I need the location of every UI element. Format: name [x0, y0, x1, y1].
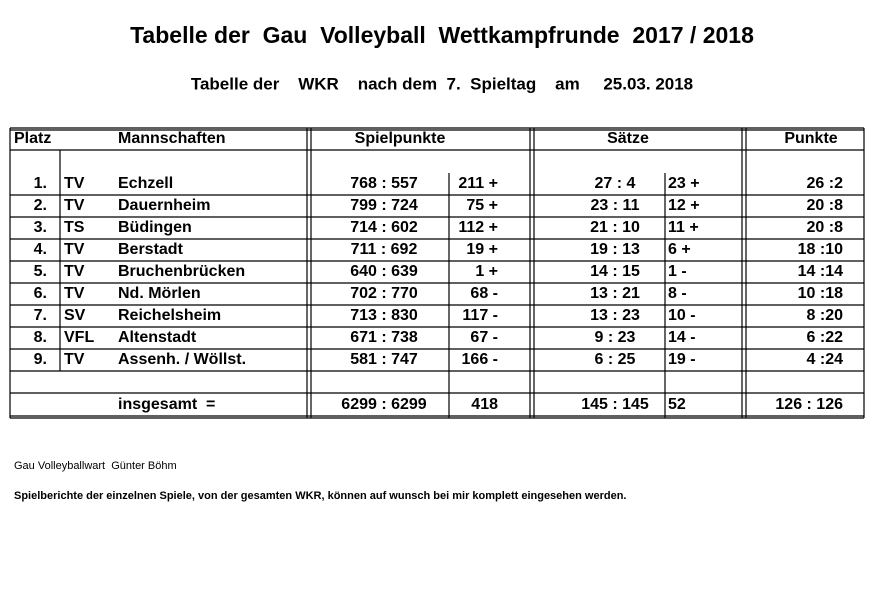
table-cell: 67 -	[470, 329, 498, 346]
note: Spielberichte der einzelnen Spiele, von …	[14, 490, 626, 502]
table-cell: 1.	[34, 175, 47, 192]
table-cell: 19 -	[668, 351, 696, 368]
table-cell: 671 : 738	[350, 329, 418, 346]
table-cell: TV	[64, 197, 85, 214]
table-cell: Berstadt	[118, 241, 184, 258]
table-cell: Assenh. / Wöllst.	[118, 351, 246, 368]
table-cell: 714 : 602	[350, 219, 418, 236]
total-cell: 145 : 145	[581, 396, 649, 413]
table-cell: 5.	[34, 263, 47, 280]
table-cell: 27 : 4	[595, 175, 636, 192]
table-cell: Dauernheim	[118, 197, 210, 214]
table-cell: 166 -	[462, 351, 498, 368]
table-cell: 4.	[34, 241, 47, 258]
table-cell: 68 -	[470, 285, 498, 302]
table-cell: 13 : 21	[590, 285, 640, 302]
header-cell: Mannschaften	[118, 130, 226, 147]
header-cell: Sätze	[607, 130, 649, 147]
table-cell: 12 +	[668, 197, 700, 214]
table-cell: 6.	[34, 285, 47, 302]
table-cell: 581 : 747	[350, 351, 418, 368]
table-cell: TV	[64, 241, 85, 258]
table-cell: TV	[64, 285, 85, 302]
table-cell: 20 :8	[807, 197, 844, 214]
table-cell: Altenstadt	[118, 329, 197, 346]
total-cell: 418	[471, 396, 498, 413]
table-cell: 1 -	[668, 263, 687, 280]
table-cell: 19 : 13	[590, 241, 640, 258]
table-cell: 1 +	[475, 263, 498, 280]
table-cell: TV	[64, 263, 85, 280]
table-cell: 7.	[34, 307, 47, 324]
table-cell: 702 : 770	[350, 285, 418, 302]
subtitle: Tabelle der WKR nach dem 7. Spieltag am …	[191, 74, 693, 93]
header-cell: Spielpunkte	[355, 130, 446, 147]
table-cell: 23 : 11	[591, 197, 640, 214]
table-cell: 4 :24	[807, 351, 844, 368]
table-cell: Nd. Mörlen	[118, 285, 201, 302]
table-cell: 9.	[34, 351, 47, 368]
total-cell: 52	[668, 396, 686, 413]
table-cell: Büdingen	[118, 219, 192, 236]
table-cell: 10 :18	[798, 285, 843, 302]
table-cell: 713 : 830	[350, 307, 418, 324]
table-cell: TV	[64, 175, 85, 192]
table-cell: 117 -	[462, 307, 498, 324]
table-cell: 112 +	[458, 219, 498, 236]
table-cell: 8.	[34, 329, 47, 346]
header-cell: Punkte	[784, 130, 837, 147]
table-cell: 799 : 724	[350, 197, 418, 214]
table-cell: 23 +	[668, 175, 700, 192]
table-cell: 768 : 557	[350, 175, 418, 192]
table-cell: 6 +	[668, 241, 691, 258]
table-cell: 10 -	[668, 307, 696, 324]
table-cell: 75 +	[466, 197, 498, 214]
table-cell: 11 +	[668, 219, 699, 236]
table-cell: 8 :20	[807, 307, 844, 324]
table-cell: 14 : 15	[590, 263, 640, 280]
table-cell: VFL	[64, 329, 94, 346]
table-cell: 26 :2	[807, 175, 844, 192]
table-cell: 711 : 692	[351, 241, 418, 258]
table-cell: TV	[64, 351, 85, 368]
table-cell: 8 -	[668, 285, 687, 302]
table-cell: 6 : 25	[595, 351, 636, 368]
table-cell: 3.	[34, 219, 47, 236]
table-cell: 640 : 639	[350, 263, 418, 280]
header-cell: Platz	[14, 130, 51, 147]
table-cell: 211 +	[458, 175, 498, 192]
table-cell: SV	[64, 307, 86, 324]
table-cell: 14 -	[668, 329, 696, 346]
table-cell: 13 : 23	[590, 307, 640, 324]
signature: Gau Volleyballwart Günter Böhm	[14, 460, 177, 472]
table-cell: 6 :22	[807, 329, 844, 346]
title: Tabelle der Gau Volleyball Wettkampfrund…	[130, 22, 754, 48]
total-cell: 126 : 126	[775, 396, 843, 413]
table-cell: Reichelsheim	[118, 307, 221, 324]
total-cell: insgesamt =	[118, 396, 215, 413]
table-cell: Bruchenbrücken	[118, 263, 245, 280]
table-cell: 18 :10	[798, 241, 843, 258]
table-cell: 9 : 23	[595, 329, 636, 346]
table-cell: 14 :14	[798, 263, 843, 280]
total-cell: 6299 : 6299	[341, 396, 427, 413]
table-cell: 19 +	[466, 241, 498, 258]
table-cell: 20 :8	[807, 219, 844, 236]
table-cell: Echzell	[118, 175, 173, 192]
table-cell: TS	[64, 219, 85, 236]
table-cell: 21 : 10	[590, 219, 640, 236]
table-cell: 2.	[34, 197, 47, 214]
